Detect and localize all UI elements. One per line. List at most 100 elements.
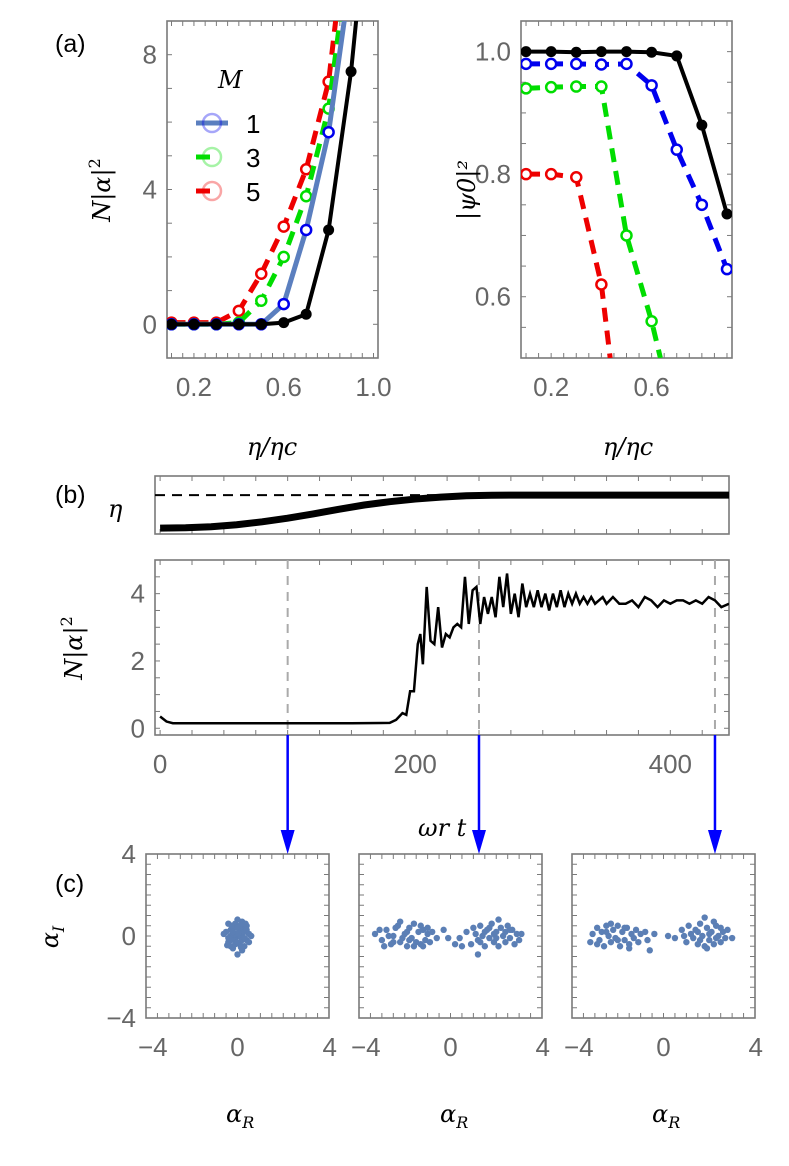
c3-scatter-point	[651, 930, 658, 938]
c3-scatter-point	[589, 930, 596, 938]
a-left-ylabel: N|α|2	[85, 158, 117, 223]
a-left-data-point	[323, 224, 335, 236]
a-right-data-point	[521, 57, 533, 71]
b-bottom-ytick-label: 0	[131, 713, 145, 743]
c3-scatter-point	[706, 930, 713, 938]
c2-scatter-point	[392, 924, 399, 931]
c2-scatter-point	[403, 943, 411, 950]
a-right-data-point	[646, 46, 658, 58]
c2-scatter-point	[470, 924, 477, 931]
a-right-data-point	[645, 314, 658, 328]
c2-scatter-point	[376, 926, 383, 934]
c2-scatter-point	[429, 928, 436, 936]
a-left-data-point	[300, 308, 312, 320]
a-right-series-line	[525, 84, 663, 358]
c3-scatter-point	[706, 936, 713, 944]
a-right-data-point	[544, 80, 558, 94]
a-right-series-line	[526, 49, 729, 215]
c2-xtick-label: 4	[536, 1032, 550, 1062]
a-left-data-point	[167, 318, 177, 330]
b-bottom-plot-area	[159, 560, 729, 735]
c3-scatter-point	[603, 928, 610, 936]
c2-xlabel: αR	[440, 1100, 468, 1132]
c2-scatter-point	[511, 941, 518, 948]
c3-scatter-point	[694, 928, 702, 936]
c1-scatter-point	[245, 938, 253, 946]
c2-scatter-point	[463, 928, 470, 936]
a-left-data-point	[233, 318, 245, 330]
a-left-data-point	[255, 294, 268, 307]
c3-scatter-point	[600, 943, 608, 950]
c1-ytick-label: 4	[122, 839, 136, 869]
c2-scatter-point	[467, 941, 475, 948]
c2-scatter-point	[486, 934, 493, 942]
snapshot-arrow-head	[471, 830, 486, 854]
a-right-data-point	[595, 58, 608, 71]
legend-title: M	[217, 66, 244, 94]
a-left-data-point	[232, 304, 246, 318]
a-left-data-point	[255, 267, 268, 280]
a-right-data-point	[620, 229, 633, 242]
a-left-ytick-label: 0	[143, 309, 157, 339]
a-right-data-point	[521, 46, 532, 58]
a-right-data-point	[544, 167, 558, 181]
c1-scatter-point	[234, 924, 241, 931]
a-left-data-point	[188, 318, 200, 330]
c1-scatter-point	[234, 951, 241, 958]
c2-scatter-point	[497, 924, 505, 931]
c1-scatter-point	[234, 916, 241, 923]
a-left-data-point	[278, 317, 290, 329]
c2-scatter-point	[456, 934, 463, 942]
c3-scatter-point	[717, 938, 724, 946]
c1-scatter-point	[229, 928, 237, 936]
legend-label-m1: 1	[246, 109, 260, 139]
c2-scatter-point	[417, 922, 424, 929]
legend-marker-m5	[201, 180, 223, 202]
b-bottom-xtick-label: 400	[649, 749, 692, 779]
a-right-xtick-label: 0.2	[533, 372, 569, 402]
a-left-ytick-label: 4	[143, 175, 157, 205]
c2-scatter-point	[410, 920, 418, 927]
c3-scatter-point	[635, 938, 642, 946]
c2-scatter-point	[513, 930, 521, 938]
c3-scatter-point	[683, 938, 690, 946]
c2-scatter-point	[390, 932, 397, 940]
c1-ytick-label: 0	[122, 921, 136, 951]
c2-scatter-point	[486, 924, 493, 931]
a-left-data-point	[277, 220, 290, 233]
c2-scatter-point	[399, 934, 406, 942]
c1-scatter-point	[234, 938, 241, 946]
c2-scatter-point	[515, 936, 523, 944]
c2-scatter-point	[474, 951, 482, 958]
c2-scatter-point	[406, 936, 413, 944]
c2-scatter-point	[445, 934, 452, 942]
a-right-data-point	[595, 46, 607, 58]
c3-xtick-label: 4	[749, 1032, 763, 1062]
c2-scatter-point	[477, 922, 484, 929]
a-right-data-point	[720, 262, 732, 276]
a-left-data-point	[322, 125, 335, 139]
c2-scatter-point	[396, 918, 404, 925]
c3-scatter-point	[593, 924, 601, 931]
a-right-data-point	[570, 46, 582, 58]
c2-scatter-point	[506, 934, 514, 942]
c1-scatter-point	[243, 926, 250, 934]
legend: M 1 3 5	[196, 66, 260, 207]
c2-scatter-point	[403, 928, 411, 936]
c2-scatter-point	[410, 943, 418, 950]
a-right-ylabel: |ψ0|²	[453, 160, 482, 220]
c2-scatter-point	[440, 926, 447, 934]
c3-scatter-point	[722, 934, 729, 942]
c3-scatter-point	[621, 936, 628, 944]
legend-marker-m3	[201, 146, 223, 168]
c3-scatter-point	[614, 922, 621, 929]
a-left-data-point	[299, 189, 313, 203]
snapshot-arrow-head	[707, 830, 722, 854]
c2-scatter-point	[383, 926, 390, 934]
c2-scatter-point	[419, 943, 427, 950]
panel-label-a: (a)	[55, 30, 86, 58]
a-right-series-line	[526, 171, 613, 358]
c3-xtick-label: 0	[656, 1032, 670, 1062]
b-bottom-frame	[154, 559, 730, 736]
